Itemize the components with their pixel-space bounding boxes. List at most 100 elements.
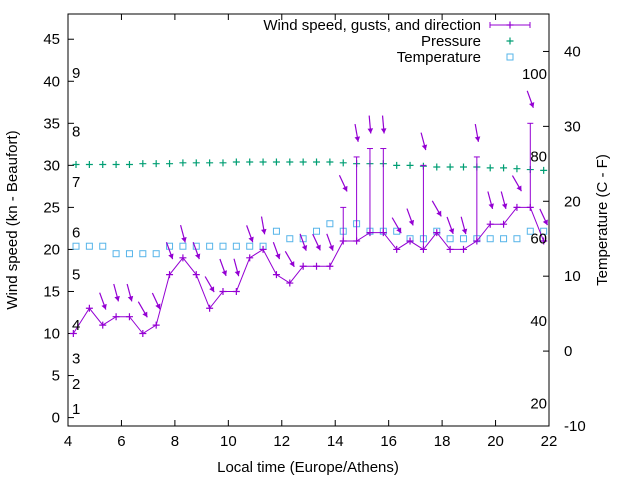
wind-point (286, 279, 294, 287)
wind-point (366, 229, 374, 237)
wind-point (299, 262, 307, 270)
wind-point (152, 321, 160, 329)
temperature-point (446, 235, 454, 243)
wind-point (219, 287, 227, 295)
wind-point (339, 237, 347, 245)
wind-direction-arrowhead (436, 210, 442, 217)
pressure-point (139, 160, 147, 168)
temperature-point (179, 242, 187, 250)
wind-point (419, 245, 427, 253)
wind-point (459, 245, 467, 253)
temperature-point (313, 227, 321, 235)
temperature-point (513, 235, 521, 243)
temperature-point (219, 242, 227, 250)
wind-direction-arrowhead (448, 228, 455, 234)
pressure-point (393, 161, 401, 169)
pressure-point (433, 163, 441, 171)
x-tick-label: 12 (273, 433, 290, 450)
wind-direction-arrowhead (380, 128, 387, 134)
pressure-point (326, 158, 334, 166)
y2-tick-label: 10 (564, 268, 581, 285)
wind-point (393, 245, 401, 253)
fahrenheit-label: 60 (530, 231, 547, 248)
wind-direction-arrowhead (114, 295, 120, 302)
legend-label-temperature: Temperature (397, 49, 481, 66)
pressure-point (406, 161, 414, 169)
wind-point (99, 321, 107, 329)
wind-direction-arrowhead (421, 144, 428, 151)
wind-point (313, 262, 321, 270)
beaufort-label: 2 (72, 376, 80, 393)
wind-direction-arrowhead (461, 228, 468, 235)
x-tick-label: 16 (380, 433, 397, 450)
wind-direction-arrowhead (328, 245, 334, 251)
wind-direction-arrowhead (101, 303, 107, 310)
beaufort-label: 6 (72, 225, 80, 242)
pressure-point (259, 158, 267, 166)
wind-point (446, 245, 454, 253)
temperature-point (99, 242, 107, 250)
pressure-point (219, 159, 227, 167)
pressure-point (72, 161, 80, 169)
pressure-point (246, 158, 254, 166)
y-tick-label: 40 (43, 73, 60, 90)
wind-point (326, 262, 334, 270)
x-tick-label: 4 (64, 433, 72, 450)
wind-direction-arrowhead (234, 270, 241, 277)
y-tick-label: 45 (43, 31, 60, 48)
wind-point (125, 313, 133, 321)
temperature-point (459, 235, 467, 243)
x-axis-label: Local time (Europe/Athens) (217, 459, 399, 476)
wind-point (259, 245, 267, 253)
x-tick-label: 14 (327, 433, 344, 450)
temperature-point (112, 250, 120, 258)
wind-direction-arrowhead (142, 311, 148, 318)
wind-direction-arrowhead (501, 203, 508, 209)
wind-direction-arrowhead (261, 228, 267, 235)
y-tick-label: 30 (43, 157, 60, 174)
wind-direction-arrowhead (289, 261, 295, 267)
tick-labels: 4 6 8 10 12 14 16 18 20 22051015202530354045-1001… (43, 31, 585, 450)
wind-direction-arrowhead (209, 286, 215, 293)
beaufort-label: 3 (72, 351, 80, 368)
y2-tick-label: 0 (564, 343, 572, 360)
wind-point (473, 237, 481, 245)
beaufort-label: 4 (72, 317, 80, 334)
legend-label-pressure: Pressure (421, 33, 481, 50)
x-tick-label: 18 (434, 433, 451, 450)
x-tick-label: 10 (220, 433, 237, 450)
temperature-point (272, 227, 280, 235)
temperature-point (326, 220, 334, 228)
pressure-point (446, 163, 454, 171)
pressure-point (232, 158, 240, 166)
x-tick-label: 6 (117, 433, 125, 450)
y2-axis-label: Temperature (C - F) (594, 154, 611, 286)
temperature-point (85, 242, 93, 250)
wind-point (540, 237, 548, 245)
wind-point (526, 203, 534, 211)
wind-direction-arrowhead (342, 185, 348, 192)
wind-direction-arrowhead (542, 219, 548, 226)
temperature-point (486, 235, 494, 243)
temperature-point (72, 242, 80, 250)
fahrenheit-label: 20 (530, 396, 547, 413)
y-tick-label: 0 (52, 410, 60, 427)
wind-point (379, 229, 387, 237)
temperature-point (152, 250, 160, 258)
wind-direction-arrowhead (474, 136, 481, 142)
y2-tick-label: 20 (564, 193, 581, 210)
wind-point (206, 304, 214, 312)
fahrenheit-label: 100 (522, 66, 547, 83)
pressure-point (339, 159, 347, 167)
legend-label-wind: Wind speed, gusts, and direction (263, 17, 481, 34)
wind-direction-arrowhead (301, 245, 308, 251)
wind-direction-arrowhead (408, 219, 415, 226)
wind-point (112, 313, 120, 321)
y-tick-label: 35 (43, 115, 60, 132)
y2-tick-label: 40 (564, 43, 581, 60)
temperature-point (500, 235, 508, 243)
pressure-point (500, 164, 508, 172)
wind-direction-arrowhead (315, 244, 321, 251)
wind-direction-arrowhead (367, 128, 374, 134)
x-tick-label: 22 (541, 433, 558, 450)
